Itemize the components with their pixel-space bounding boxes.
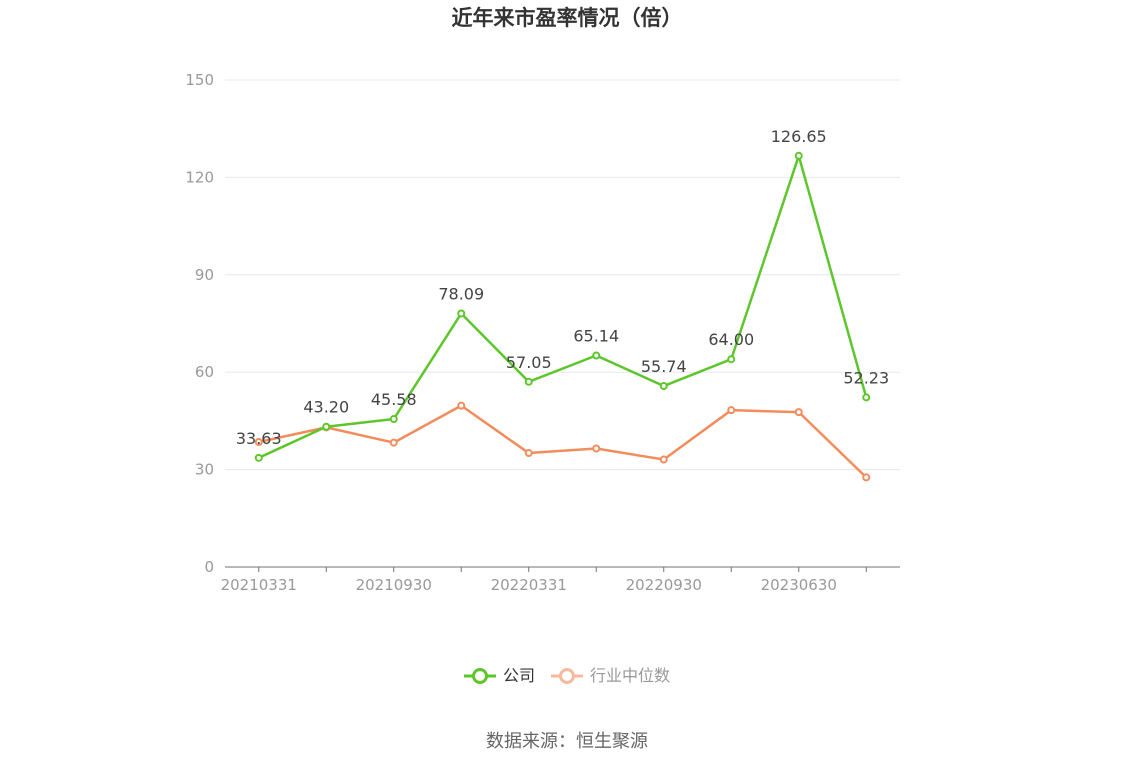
legend-item-industry-median[interactable]: 行业中位数 bbox=[551, 666, 670, 685]
y-tick-label: 60 bbox=[195, 363, 214, 381]
data-point-0[interactable] bbox=[254, 453, 263, 462]
data-point-1[interactable] bbox=[794, 408, 803, 417]
data-point-0[interactable] bbox=[794, 151, 803, 160]
data-label: 78.09 bbox=[438, 284, 484, 303]
data-label: 33.63 bbox=[236, 429, 282, 448]
grid-lines bbox=[225, 79, 900, 471]
data-label: 55.74 bbox=[641, 357, 687, 376]
data-labels: 33.63 43.20 45.58 78.09 57.05 65.14 55.74 64.00… bbox=[236, 127, 889, 448]
data-point-0[interactable] bbox=[862, 393, 871, 402]
legend-company-label: 公司 bbox=[503, 666, 535, 685]
x-tick-label: 20210930 bbox=[356, 576, 432, 594]
data-point-1[interactable] bbox=[592, 444, 601, 453]
y-tick-label: 90 bbox=[195, 266, 214, 284]
y-tick-label: 120 bbox=[185, 168, 214, 186]
data-point-1[interactable] bbox=[524, 449, 533, 458]
data-source: 数据来源：恒生聚源 bbox=[486, 731, 648, 752]
y-tick-label: 0 bbox=[204, 558, 214, 576]
data-point-1[interactable] bbox=[389, 438, 398, 447]
x-tick-label: 20220331 bbox=[491, 576, 567, 594]
data-point-0[interactable] bbox=[457, 309, 466, 318]
legend-industry-circle-icon bbox=[559, 668, 575, 684]
x-tick-label: 20230630 bbox=[761, 576, 837, 594]
data-point-1[interactable] bbox=[659, 455, 668, 464]
legend-industry-label: 行业中位数 bbox=[590, 666, 670, 685]
y-tick-label: 150 bbox=[185, 71, 214, 89]
data-point-1[interactable] bbox=[727, 406, 736, 415]
x-axis-ticks: 20210331 20210930 20220331 20220930 20230630 bbox=[221, 567, 867, 594]
series-line-1 bbox=[258, 404, 868, 479]
legend-company-circle-icon bbox=[472, 668, 488, 684]
data-label: 45.58 bbox=[371, 390, 417, 409]
data-point-0[interactable] bbox=[659, 382, 668, 391]
data-point-0[interactable] bbox=[592, 351, 601, 360]
data-label: 52.23 bbox=[843, 368, 889, 387]
y-tick-label: 30 bbox=[195, 461, 214, 479]
data-point-0[interactable] bbox=[524, 377, 533, 386]
data-point-1[interactable] bbox=[862, 473, 871, 482]
data-point-1[interactable] bbox=[254, 438, 263, 447]
data-label: 64.00 bbox=[708, 330, 754, 349]
data-point-0[interactable] bbox=[322, 422, 331, 431]
series-layer bbox=[254, 151, 871, 482]
data-point-0[interactable] bbox=[727, 355, 736, 364]
legend: 公司 行业中位数 bbox=[464, 666, 670, 685]
legend-item-company[interactable]: 公司 bbox=[464, 666, 535, 685]
chart-title: 近年来市盈率情况（倍） bbox=[452, 6, 683, 30]
data-point-0[interactable] bbox=[389, 415, 398, 424]
x-tick-label: 20220930 bbox=[626, 576, 702, 594]
data-label: 43.20 bbox=[303, 398, 349, 417]
y-axis-ticks: 0 30 60 90 120 150 bbox=[185, 71, 214, 576]
x-tick-label: 20210331 bbox=[221, 576, 297, 594]
data-label: 65.14 bbox=[573, 327, 619, 346]
data-label: 126.65 bbox=[771, 127, 827, 146]
data-label: 57.05 bbox=[506, 353, 552, 372]
series-line-0 bbox=[258, 154, 868, 459]
data-point-1[interactable] bbox=[457, 401, 466, 410]
